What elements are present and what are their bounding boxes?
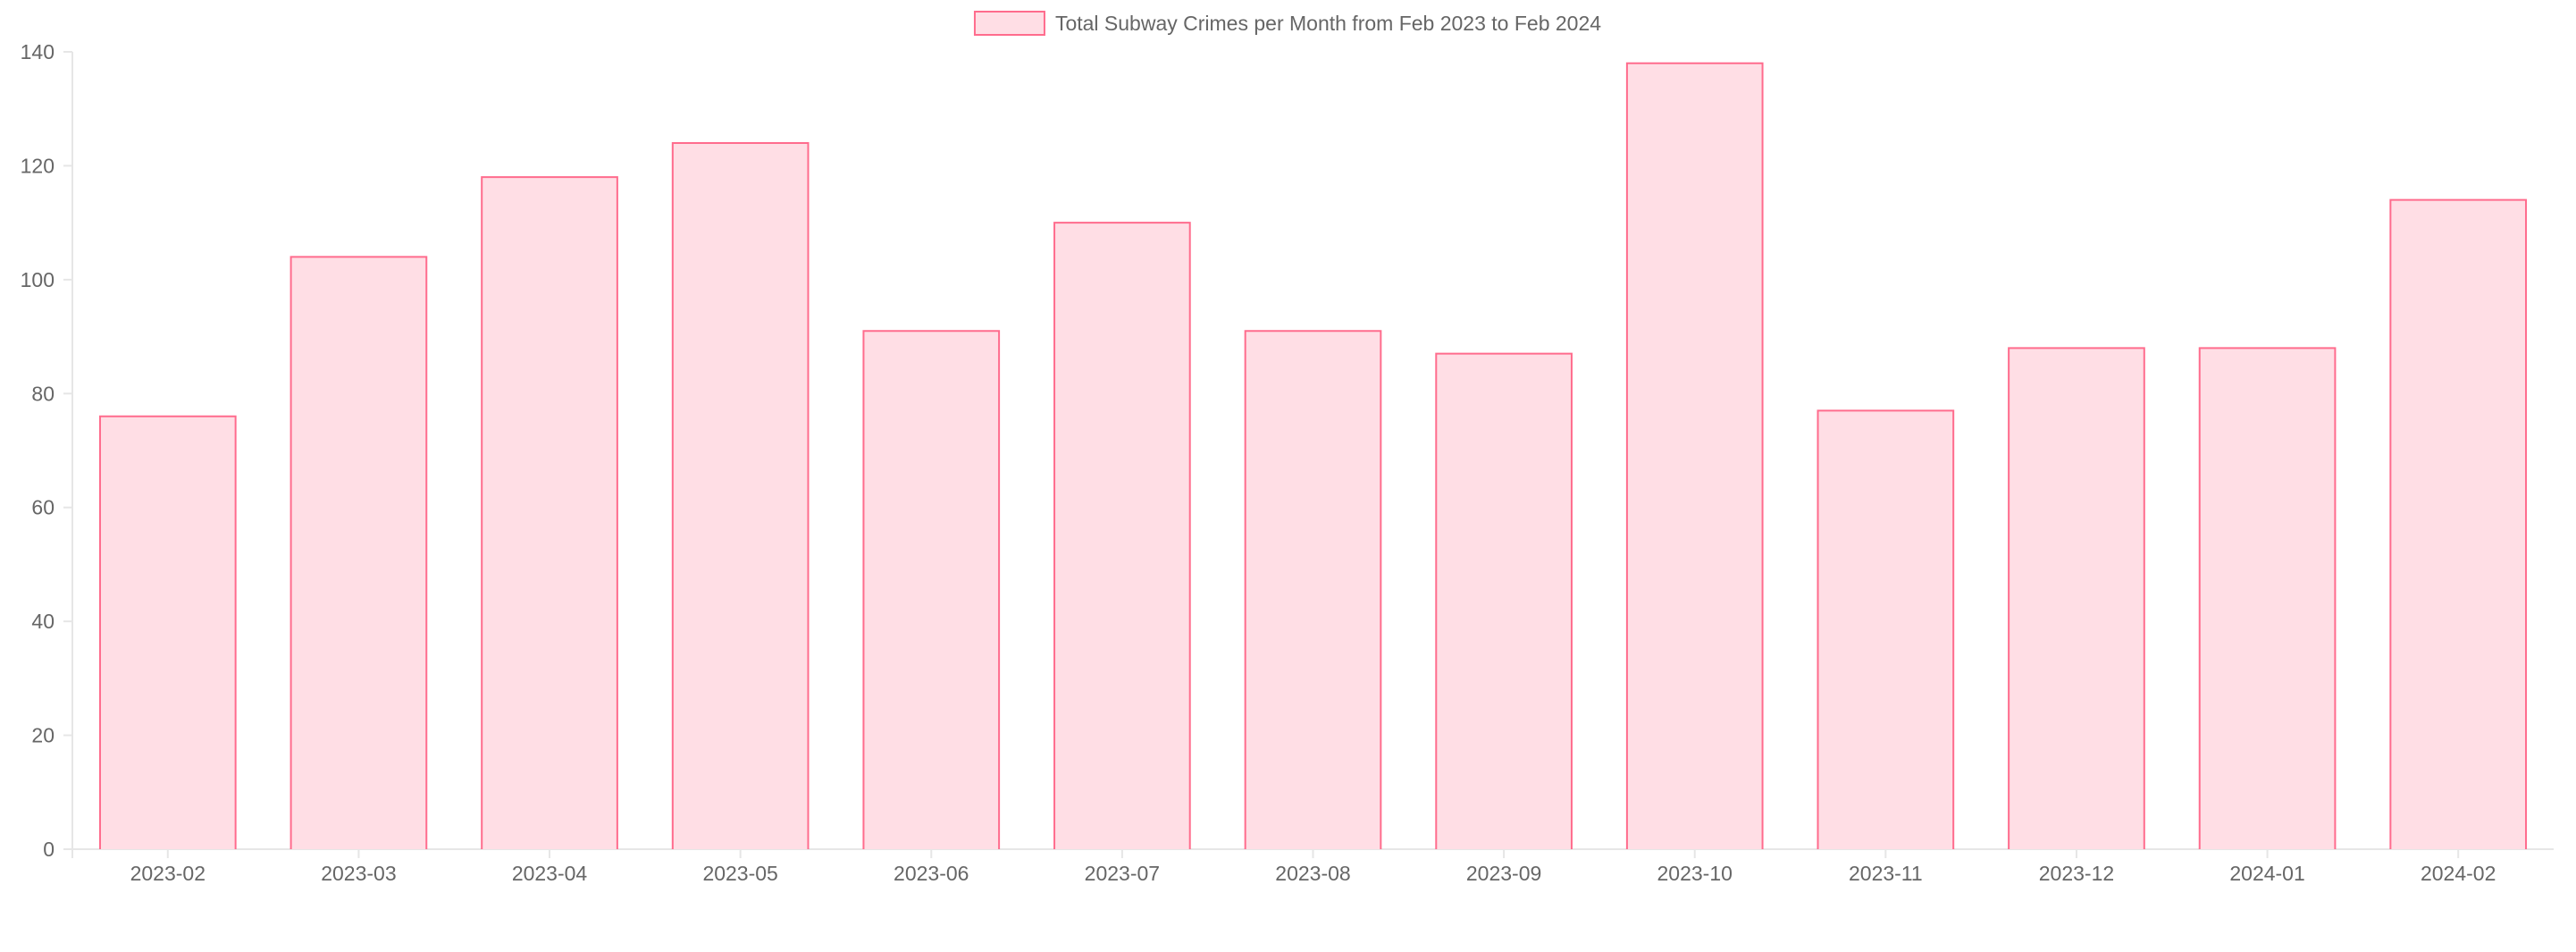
y-tick-label: 140 [21,40,55,63]
bar[interactable] [1626,63,1763,849]
x-tick-label: 2023-03 [321,862,396,885]
bar[interactable] [290,257,427,849]
x-tick-label: 2023-02 [130,862,206,885]
bar[interactable] [1817,410,1954,849]
bar-border [481,176,618,849]
x-tick-label: 2023-05 [702,862,777,885]
bar-border [1625,62,1764,849]
bar[interactable] [1245,331,1381,849]
bar-border [1817,409,1955,849]
bar[interactable] [2390,199,2527,849]
bars [98,62,2528,850]
bar-border [2198,347,2337,849]
bar-border [1053,222,1191,849]
legend[interactable]: Total Subway Crimes per Month from Feb 2… [973,11,1601,36]
legend-swatch[interactable] [973,11,1045,36]
bar-border [98,415,237,849]
y-tick-label: 120 [21,154,55,177]
x-tick-label: 2023-11 [1849,862,1923,885]
x-tick-label: 2023-08 [1275,862,1350,885]
y-tick-label: 60 [31,496,55,519]
x-axis-ticks: 2023-02 2023-03 2023-04 2023-05 2023-06 2023-… [130,849,2496,885]
bar[interactable] [672,142,809,849]
legend-label[interactable]: Total Subway Crimes per Month from Feb 2… [1055,12,1601,35]
x-tick-label: 2023-12 [2039,862,2114,885]
bar-border [1435,352,1573,849]
x-tick-label: 2023-06 [894,862,969,885]
bar[interactable] [2009,348,2144,849]
x-tick-label: 2023-07 [1085,862,1160,885]
y-tick-label: 40 [31,610,55,633]
bar[interactable] [863,331,1000,849]
x-tick-label: 2023-04 [512,862,588,885]
bar-border [2389,198,2528,849]
y-tick-label: 0 [43,838,55,861]
bar-border [289,256,428,849]
bar[interactable] [2199,348,2336,849]
x-tick-label: 2024-02 [2421,862,2496,885]
y-tick-label: 100 [21,268,55,291]
y-axis-ticks: 0 20 40 60 80 100 120 140 [21,40,72,861]
bar-border [671,141,810,849]
bar-border [1244,330,1382,849]
y-tick-label: 80 [31,382,55,405]
x-tick-label: 2024-01 [2229,862,2304,885]
bar[interactable] [1436,353,1572,850]
x-tick-label: 2023-09 [1466,862,1541,885]
y-tick-label: 20 [31,724,55,747]
bar-border [862,330,1001,849]
bar[interactable] [1054,223,1190,850]
bar-border [2008,347,2145,849]
bar[interactable] [482,177,617,849]
bar[interactable] [99,416,236,849]
x-tick-label: 2023-10 [1657,862,1733,885]
